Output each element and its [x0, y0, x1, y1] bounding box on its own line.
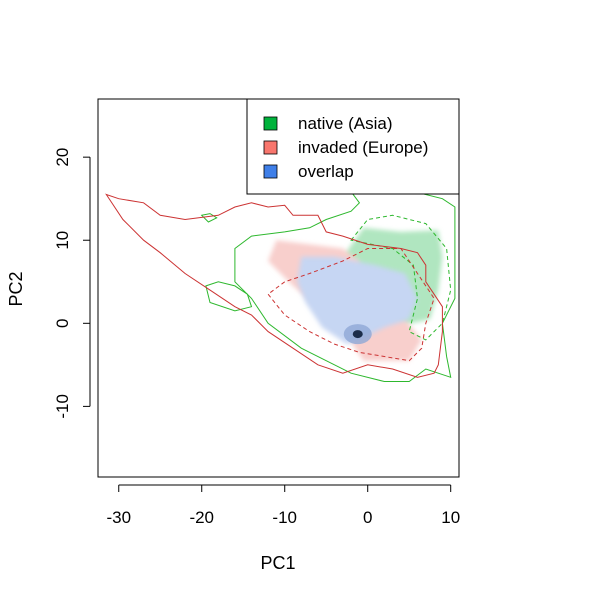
legend-swatch — [263, 116, 278, 131]
legend-swatch — [263, 140, 278, 155]
legend-swatch — [263, 164, 278, 179]
x-axis: -30 -20 -10 0 10 — [106, 484, 460, 527]
x-tick-label: 10 — [441, 508, 460, 527]
y-axis-label: PC2 — [6, 271, 26, 306]
overlap-density-region — [297, 256, 418, 345]
x-tick-label: -30 — [106, 508, 131, 527]
invaded-contour-dashed-5 — [267, 248, 435, 362]
y-tick-label: -10 — [53, 394, 72, 419]
legend-label: invaded (Europe) — [298, 138, 428, 157]
legend-label: native (Asia) — [298, 114, 392, 133]
invaded-contour-solid-4 — [105, 193, 443, 378]
x-tick-label: 0 — [363, 508, 372, 527]
overlap-peak — [352, 330, 363, 339]
density-layer — [268, 227, 443, 361]
native-contour-solid-2 — [200, 213, 218, 223]
native-contour-solid-0 — [234, 177, 456, 382]
native-contour-dashed-3 — [350, 214, 452, 341]
legend: native (Asia) invaded (Europe) overlap — [246, 98, 460, 195]
y-tick-label: 20 — [53, 148, 72, 167]
y-axis: -10 0 10 20 — [53, 148, 91, 419]
y-tick-label: 0 — [53, 319, 72, 328]
plot-area — [105, 177, 456, 382]
legend-label: overlap — [298, 162, 354, 181]
x-tick-label: -20 — [189, 508, 214, 527]
legend-box — [246, 98, 460, 195]
y-tick-label: 10 — [53, 231, 72, 250]
x-axis-label: PC1 — [260, 553, 295, 573]
native-contour-solid-1 — [205, 281, 253, 312]
contour-layer — [105, 177, 456, 382]
x-tick-label: -10 — [272, 508, 297, 527]
